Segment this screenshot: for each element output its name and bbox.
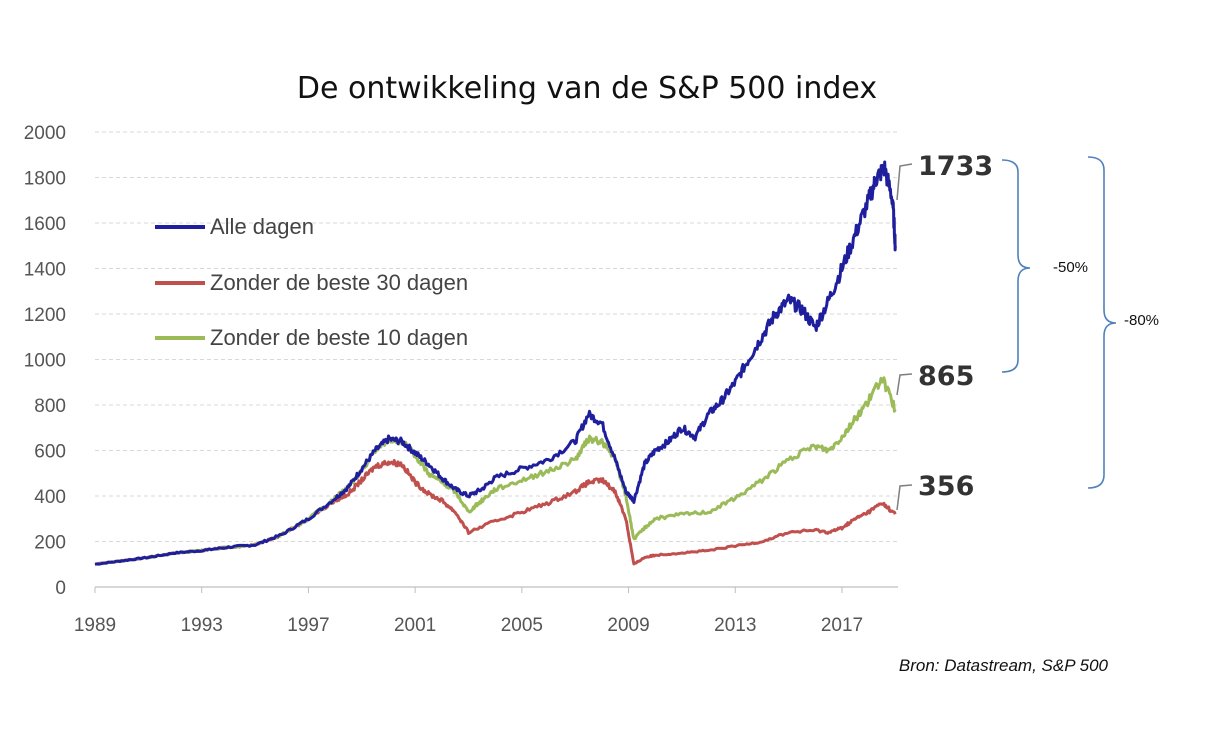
legend-label-alle-dagen: Alle dagen — [210, 214, 314, 239]
x-tick-label: 2017 — [821, 615, 863, 636]
x-tick-label: 1993 — [181, 615, 223, 636]
leader-line-356 — [896, 484, 913, 511]
legend-item-alle-dagen: Alle dagen — [155, 214, 314, 239]
x-tick-label: 2009 — [607, 615, 649, 636]
source-note: Bron: Datastream, S&P 500 — [899, 656, 1109, 675]
x-axis-ticks: 1989 1993 1997 2001 2005 2009 2013 2017 — [74, 587, 863, 636]
legend-label-zonder-10: Zonder de beste 10 dagen — [210, 325, 468, 350]
x-tick-label: 1989 — [74, 615, 116, 636]
y-tick-label: 1000 — [24, 351, 66, 372]
y-tick-label: 1200 — [24, 305, 66, 326]
series-line-alle-dagen — [94, 160, 897, 566]
x-tick-label: 2005 — [501, 615, 543, 636]
series-layer — [94, 160, 897, 566]
x-tick-label: 2001 — [394, 615, 436, 636]
legend-label-zonder-30: Zonder de beste 30 dagen — [210, 270, 468, 295]
bracket-label-50: -50% — [1053, 259, 1088, 276]
x-tick-label: 2013 — [714, 615, 756, 636]
legend-item-zonder-10: Zonder de beste 10 dagen — [155, 325, 468, 350]
leader-line-865 — [896, 373, 913, 396]
x-tick-label: 1997 — [287, 615, 329, 636]
y-tick-label: 2000 — [24, 123, 66, 144]
y-tick-label: 600 — [34, 442, 66, 463]
y-axis-ticks: 0 200 400 600 800 1000 1200 1400 1600 1800 2000 — [24, 123, 66, 599]
legend-item-zonder-30: Zonder de beste 30 dagen — [155, 270, 468, 295]
bracket-50 — [1001, 159, 1031, 373]
y-tick-label: 800 — [34, 396, 66, 417]
y-tick-label: 400 — [34, 487, 66, 508]
chart-title: De ontwikkeling van de S&P 500 index — [297, 71, 877, 106]
y-tick-label: 1600 — [24, 214, 66, 235]
bracket-80 — [1087, 156, 1117, 489]
y-tick-label: 200 — [34, 533, 66, 554]
end-label-zonder-10: 865 — [918, 361, 974, 392]
y-tick-label: 0 — [55, 578, 66, 599]
y-tick-label: 1400 — [24, 260, 66, 281]
bracket-label-80: -80% — [1124, 312, 1159, 329]
leader-line-1733 — [896, 163, 913, 201]
end-label-zonder-30: 356 — [918, 471, 974, 502]
y-tick-label: 1800 — [24, 169, 66, 190]
end-label-alle-dagen: 1733 — [918, 151, 993, 182]
gridlines — [95, 131, 898, 542]
legend: Alle dagen Zonder de beste 30 dagen Zond… — [155, 214, 468, 350]
